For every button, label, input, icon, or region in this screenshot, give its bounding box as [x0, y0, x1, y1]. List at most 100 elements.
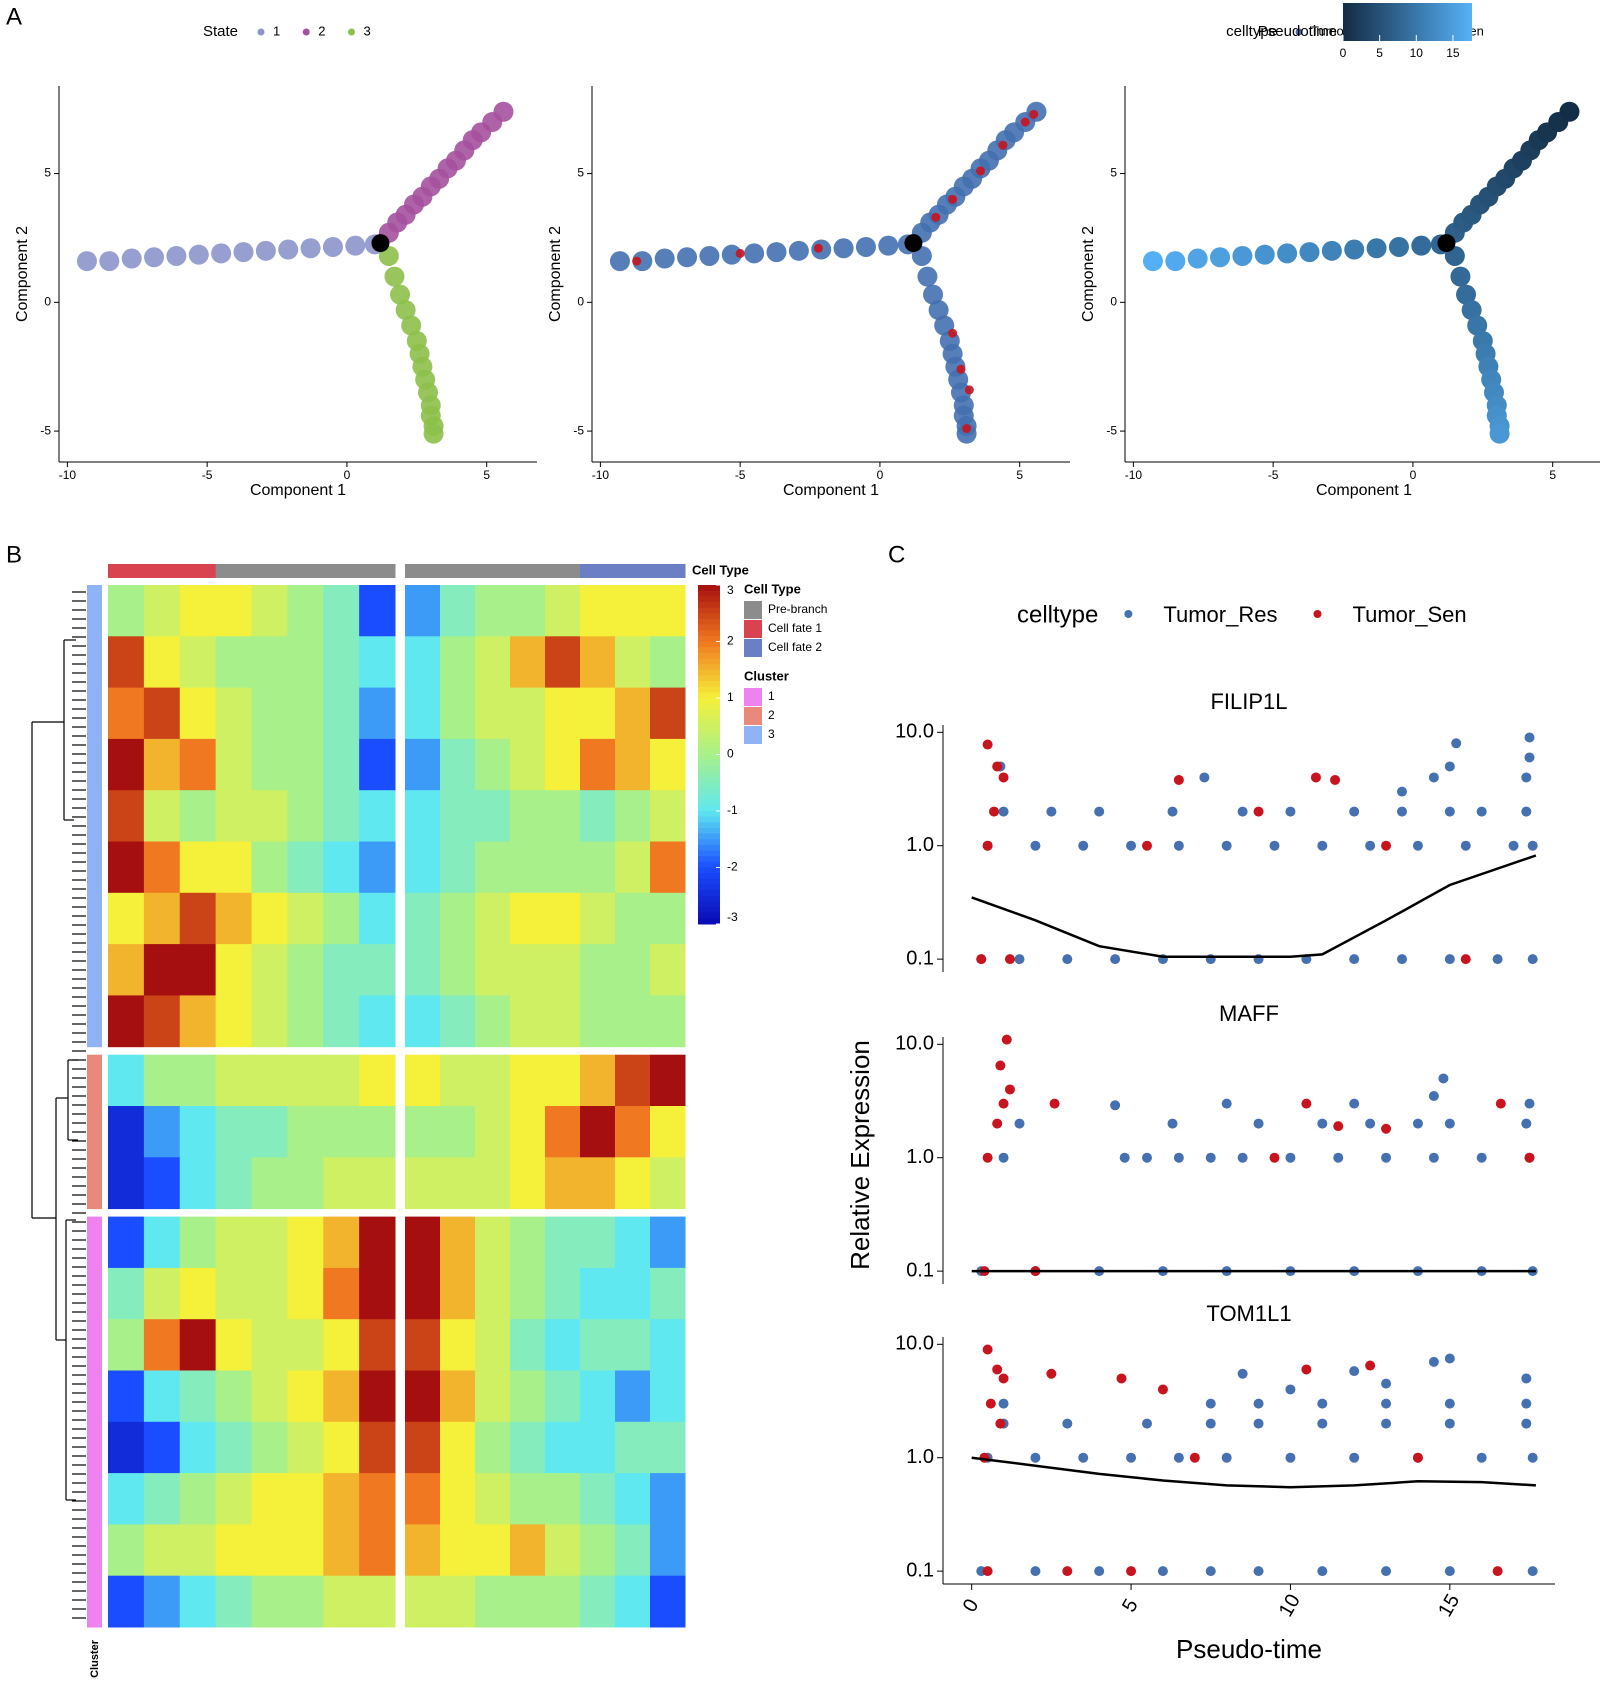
colorbar-tick-label: 5: [1376, 46, 1383, 60]
heatmap-cell: [510, 1054, 546, 1107]
heatmap-cell: [475, 1575, 511, 1628]
colorbar-segment: [698, 816, 720, 823]
heatmap-cell: [615, 1054, 651, 1107]
point: [1460, 840, 1471, 851]
heatmap-cell: [287, 636, 324, 689]
point: [1205, 1152, 1216, 1163]
heatmap-cell: [615, 1216, 651, 1269]
colorbar-segment: [698, 895, 720, 902]
heatmap-cell: [179, 1524, 217, 1577]
heatmap-cell: [580, 1421, 616, 1474]
heatmap-cell: [143, 636, 181, 689]
x-tick-label: -5: [735, 468, 746, 482]
colorbar-segment: [698, 760, 720, 767]
point: [423, 423, 444, 444]
heatmap-cell: [108, 1157, 145, 1210]
heatmap-cell: [615, 1106, 651, 1158]
point: [998, 1098, 1009, 1109]
colorbar-segment: [698, 714, 720, 722]
column-annotation: [650, 564, 686, 578]
colorbar-segment: [698, 754, 720, 761]
colorbar-segment: [698, 669, 720, 676]
point: [982, 1344, 993, 1355]
point: [1521, 806, 1532, 817]
point: [948, 194, 958, 204]
heatmap-cell: [108, 1524, 145, 1577]
heatmap-cell: [287, 687, 324, 740]
heatmap-cell: [615, 790, 651, 842]
legend-title: Pseudotime: [1258, 23, 1337, 40]
legend-title: State: [203, 23, 238, 40]
heatmap-cell: [405, 841, 441, 894]
trend-line: [971, 1456, 1536, 1489]
point: [1301, 1098, 1312, 1109]
heatmap-cell: [323, 1421, 360, 1474]
colorbar-segment: [698, 692, 720, 699]
point: [1110, 954, 1121, 965]
row-annotation: [87, 1319, 102, 1371]
heatmap-cell: [405, 1473, 441, 1525]
heatmap-cell: [179, 1216, 217, 1269]
legend-swatch: [744, 688, 762, 706]
row-annotation: [87, 944, 102, 996]
point: [1527, 1452, 1538, 1463]
point: [1524, 732, 1535, 743]
heatmap-cell: [143, 1575, 181, 1628]
point: [982, 739, 993, 750]
heatmap-cell: [405, 1216, 441, 1269]
point: [1142, 840, 1152, 851]
point: [1559, 101, 1580, 122]
heatmap-cell: [405, 790, 441, 842]
row-annotation: [87, 1473, 102, 1525]
heatmap-cell: [359, 1473, 396, 1525]
heatmap-cell: [615, 738, 651, 791]
heatmap-cell: [179, 1054, 217, 1107]
heatmap-cell: [650, 1370, 686, 1423]
column-annotation: [545, 564, 581, 578]
heatmap-cell: [251, 1319, 288, 1371]
point: [1381, 840, 1392, 851]
point: [1444, 761, 1455, 772]
row-annotation: [87, 1575, 102, 1628]
heatmap-cell: [251, 1054, 288, 1107]
heatmap-cell: [440, 1473, 476, 1525]
column-annotation: [475, 564, 511, 578]
point: [855, 236, 876, 257]
heatmap-cell: [440, 892, 476, 945]
heatmap-cell: [287, 841, 324, 894]
heatmap-cell: [108, 995, 145, 1048]
column-annotation: [405, 564, 441, 578]
heatmap-cell: [615, 1524, 651, 1577]
heatmap-cell: [510, 636, 546, 689]
heatmap-cell: [650, 1319, 686, 1371]
heatmap-cell: [650, 1216, 686, 1269]
heatmap-cell: [405, 738, 441, 791]
heatmap-cell: [287, 585, 324, 637]
point: [1492, 954, 1503, 965]
heatmap-cell: [251, 1216, 288, 1269]
point: [1317, 1418, 1328, 1429]
colorbar-segment: [698, 748, 720, 755]
point: [632, 251, 653, 272]
heatmap-cell: [179, 1473, 217, 1525]
point: [121, 248, 142, 269]
point: [1253, 1118, 1264, 1129]
point: [998, 1152, 1009, 1163]
heatmap-cell: [108, 636, 145, 689]
legend-marker: [257, 28, 265, 36]
heatmap-cell: [143, 687, 181, 740]
heatmap-cell: [143, 995, 181, 1048]
heatmap-cell: [545, 1157, 581, 1210]
point: [1126, 1566, 1137, 1577]
heatmap-cell: [440, 1106, 476, 1158]
heatmap-cell: [510, 1473, 546, 1525]
colorbar-segment: [698, 850, 720, 857]
point: [982, 840, 993, 851]
legend-label: 3: [363, 23, 370, 38]
x-tick-label: 10: [1275, 1591, 1305, 1621]
colorbar-segment: [698, 585, 720, 592]
heatmap-cell: [440, 1575, 476, 1628]
y-tick-label: -5: [40, 423, 51, 437]
heatmap-cell: [405, 1421, 441, 1474]
point: [1030, 1452, 1041, 1463]
